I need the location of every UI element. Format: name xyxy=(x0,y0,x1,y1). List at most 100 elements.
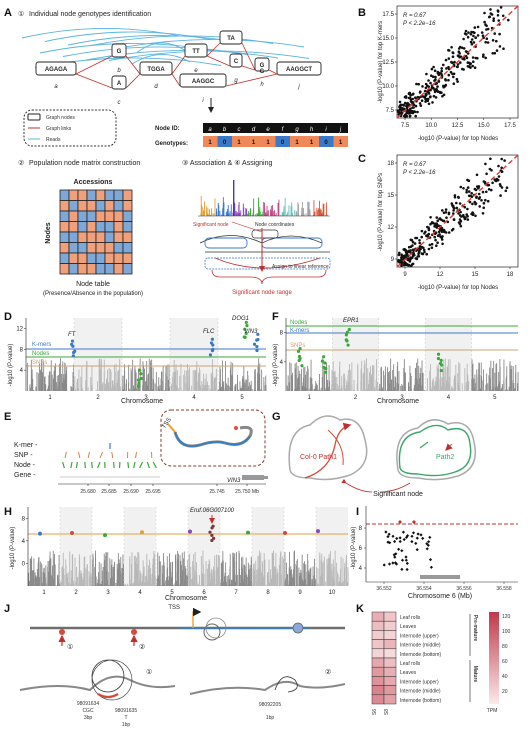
matrix-cell xyxy=(104,189,115,201)
data-point xyxy=(400,385,402,391)
data-point xyxy=(27,363,28,391)
data-point xyxy=(267,573,268,586)
data-point xyxy=(223,582,225,586)
data-point xyxy=(326,362,327,391)
data-point xyxy=(474,389,476,391)
data-point xyxy=(71,555,73,586)
data-point xyxy=(416,362,417,391)
scatter-point xyxy=(499,6,503,9)
mini-point xyxy=(214,198,216,216)
scatter-point xyxy=(445,216,448,219)
scatter-point xyxy=(458,45,462,49)
data-point xyxy=(347,583,349,586)
data-point xyxy=(408,383,409,391)
legend-graph-nodes: Graph nodes xyxy=(46,115,75,121)
data-point xyxy=(248,569,250,586)
genotype-cell xyxy=(217,136,232,147)
data-point xyxy=(43,568,45,586)
data-point xyxy=(233,560,235,586)
legend-snps: SNPs xyxy=(32,360,47,366)
data-point xyxy=(241,569,243,586)
data-point xyxy=(296,584,297,586)
data-point xyxy=(422,373,423,391)
scatter-point xyxy=(455,206,459,210)
scatter-point xyxy=(495,49,499,52)
matrix-cell xyxy=(77,200,88,212)
scatter-point xyxy=(421,85,424,88)
scatter-point xyxy=(403,254,407,257)
scatter-point xyxy=(436,241,439,244)
gene-vin3: VIN3 xyxy=(244,329,258,335)
data-point xyxy=(170,578,172,586)
chrom-label: 3 xyxy=(106,590,110,596)
data-point xyxy=(489,388,491,391)
scatter-point xyxy=(488,167,492,171)
data-point xyxy=(360,370,362,391)
data-point xyxy=(302,581,304,586)
peak-point xyxy=(323,370,328,374)
peak-point xyxy=(439,368,443,373)
mini-point xyxy=(321,213,323,216)
data-point xyxy=(440,367,441,391)
diamond-point xyxy=(405,567,409,572)
data-point xyxy=(290,363,292,391)
scatter-point xyxy=(507,18,510,22)
data-point xyxy=(431,381,433,391)
data-point xyxy=(105,390,107,391)
node-hit xyxy=(75,461,78,469)
data-point xyxy=(464,368,466,391)
data-point xyxy=(106,379,107,391)
data-point xyxy=(264,559,266,586)
data-point xyxy=(142,575,144,586)
data-point xyxy=(51,374,53,391)
scatter-point xyxy=(500,170,504,173)
data-point xyxy=(100,376,101,391)
scatter-point xyxy=(422,248,426,252)
data-point xyxy=(274,566,276,586)
data-point xyxy=(215,584,217,586)
data-point xyxy=(180,363,182,391)
matrix-cell xyxy=(68,242,79,254)
data-point xyxy=(146,381,147,391)
scatter-point xyxy=(429,88,432,92)
data-point xyxy=(508,386,510,391)
data-point xyxy=(375,389,377,391)
data-point xyxy=(242,378,244,391)
data-point xyxy=(250,583,252,586)
data-point xyxy=(343,373,345,391)
data-point xyxy=(462,390,464,391)
scatter-point xyxy=(500,166,504,170)
scatter-point xyxy=(411,111,415,115)
matrix-cell xyxy=(104,242,115,254)
data-point xyxy=(28,572,30,586)
mini-point xyxy=(222,208,224,216)
matrix-cell xyxy=(86,242,97,254)
scatter-point xyxy=(420,235,424,239)
data-point xyxy=(309,568,311,586)
data-point xyxy=(235,383,237,391)
data-point xyxy=(245,573,247,586)
scatter-point xyxy=(412,106,415,109)
data-point xyxy=(87,387,89,391)
data-point xyxy=(341,375,343,391)
node-id: j xyxy=(339,127,342,133)
data-point xyxy=(316,584,318,586)
data-point xyxy=(106,552,107,586)
data-point xyxy=(459,363,461,391)
data-point xyxy=(304,584,306,586)
data-point xyxy=(112,567,114,586)
data-point xyxy=(247,577,249,586)
matrix-cell xyxy=(59,252,70,264)
scatter-point xyxy=(419,104,423,107)
data-point xyxy=(118,384,120,391)
legend-nodes: Nodes xyxy=(32,351,49,357)
peak-point xyxy=(322,355,326,359)
node-sequence: AAGGC xyxy=(192,79,215,85)
data-point xyxy=(62,382,63,391)
mini-point xyxy=(305,213,307,216)
data-point xyxy=(478,375,480,391)
data-point xyxy=(261,584,263,586)
data-point xyxy=(342,584,344,586)
peak-point xyxy=(136,378,141,382)
data-point xyxy=(211,583,213,586)
